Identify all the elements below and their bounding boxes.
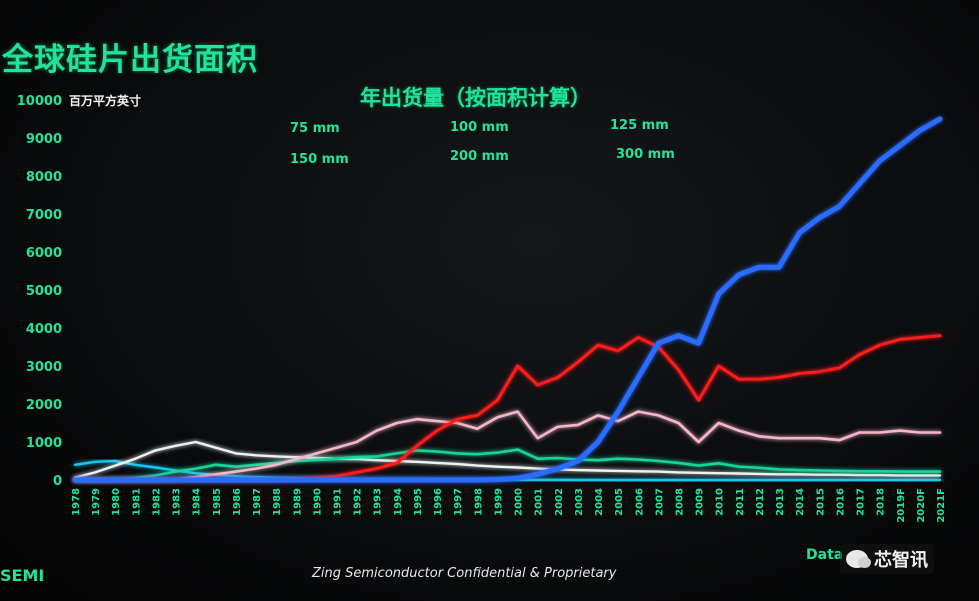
x-tick-label: 1989 <box>292 488 303 516</box>
x-tick-label: 2008 <box>674 488 685 516</box>
series-line-300-mm <box>72 116 943 483</box>
series-line-100-mm <box>73 440 942 479</box>
series-line-150-mm <box>73 410 942 482</box>
x-tick-label: 2001 <box>534 488 545 516</box>
x-tick-label: 1978 <box>71 488 82 516</box>
footer-text: Zing Semiconductor Confidential & Propri… <box>312 566 617 581</box>
y-tick-label: 9000 <box>26 132 62 147</box>
x-tick-label: 1990 <box>312 488 323 516</box>
x-tick-label: 1980 <box>111 488 122 516</box>
x-tick-label: 2010 <box>715 488 726 516</box>
x-tick-label: 2003 <box>574 488 585 516</box>
x-tick-label: 1987 <box>252 488 263 516</box>
x-tick-label: 2004 <box>594 488 605 516</box>
x-tick-label: 1979 <box>91 488 102 516</box>
x-tick-label: 2005 <box>614 488 625 516</box>
x-tick-label: 1995 <box>413 488 424 516</box>
x-tick-label: 2012 <box>755 488 766 516</box>
x-tick-label: 2013 <box>775 488 786 516</box>
semi-logo: SEMI <box>0 566 44 585</box>
wechat-icon <box>846 550 871 568</box>
x-tick-label: 1991 <box>333 488 344 516</box>
x-tick-label: 1985 <box>212 488 223 516</box>
x-tick-label: 1999 <box>493 488 504 516</box>
x-tick-label: 2018 <box>876 488 887 516</box>
series-line-125-mm <box>73 448 942 482</box>
x-tick-label: 2019F <box>896 488 907 523</box>
x-tick-label: 2000 <box>514 488 525 516</box>
x-tick-label: 1983 <box>172 488 183 516</box>
x-tick-label: 2009 <box>695 488 706 516</box>
x-tick-label: 1993 <box>373 488 384 516</box>
y-tick-label: 4000 <box>26 322 62 337</box>
y-tick-label: 6000 <box>26 246 62 261</box>
y-tick-label: 5000 <box>26 284 62 299</box>
x-tick-label: 1984 <box>192 488 203 516</box>
y-tick-label: 8000 <box>26 170 62 185</box>
x-tick-label: 2015 <box>815 488 826 516</box>
legend-label: 150 mm <box>290 152 349 167</box>
x-tick-label: 2017 <box>856 488 867 516</box>
watermark-text: 芯智讯 <box>874 550 928 571</box>
legend-label: 200 mm <box>450 149 509 164</box>
x-tick-label: 1996 <box>433 488 444 516</box>
x-tick-label: 2014 <box>795 488 806 516</box>
y-tick-label: 1000 <box>26 436 62 451</box>
series-line-200-mm <box>73 334 942 482</box>
y-tick-label: 7000 <box>26 208 62 223</box>
y-axis-unit-label: 百万平方英寸 <box>69 94 142 108</box>
x-tick-label: 1981 <box>131 488 142 516</box>
x-tick-label: 2007 <box>654 488 665 516</box>
x-tick-label: 1992 <box>353 488 364 516</box>
x-tick-label: 1982 <box>151 488 162 516</box>
page-title: 全球硅片出货面积 <box>2 42 258 78</box>
y-tick-label: 3000 <box>26 360 62 375</box>
x-tick-label: 2021F <box>936 488 947 523</box>
legend-label: 75 mm <box>290 121 340 136</box>
y-tick-label: 2000 <box>26 398 62 413</box>
legend-label: 100 mm <box>450 120 509 135</box>
x-tick-label: 1997 <box>453 488 464 516</box>
x-tick-label: 2002 <box>554 488 565 516</box>
x-tick-label: 1988 <box>272 488 283 516</box>
x-tick-label: 2016 <box>835 488 846 516</box>
chart-title: 年出货量（按面积计算） <box>360 86 591 110</box>
x-tick-label: 2011 <box>735 488 746 516</box>
x-tick-label: 1998 <box>473 488 484 516</box>
legend-label: 300 mm <box>616 147 675 162</box>
legend-label: 125 mm <box>610 118 669 133</box>
y-tick-label: 10000 <box>17 94 62 109</box>
x-tick-label: 1994 <box>393 488 404 516</box>
x-tick-label: 1986 <box>232 488 243 516</box>
x-tick-label: 2020F <box>916 488 927 523</box>
watermark: 芯智讯 <box>840 544 934 574</box>
logo-text: SEMI <box>0 566 45 585</box>
source-text: Data <box>806 547 844 563</box>
x-tick-label: 2006 <box>634 488 645 516</box>
y-tick-label: 0 <box>53 474 62 489</box>
